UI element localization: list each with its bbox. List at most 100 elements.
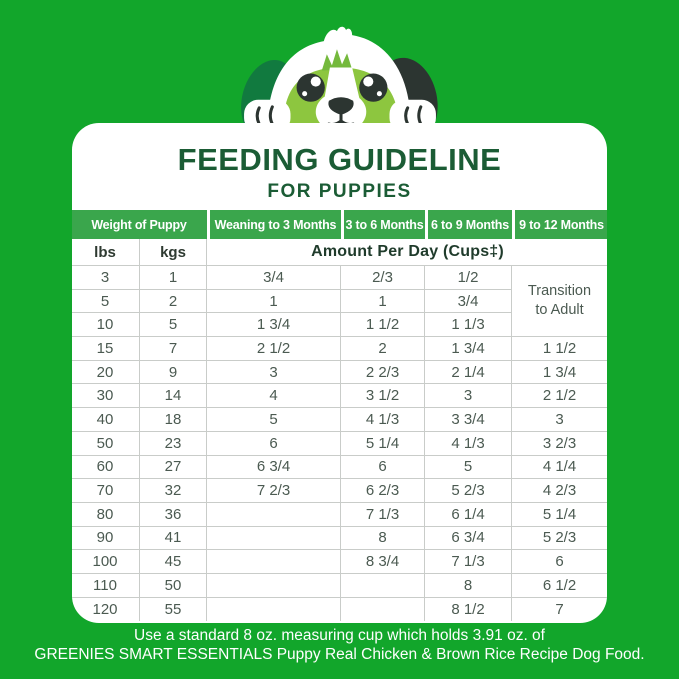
amount-weaning-3mo-cell: 2 1/2 (207, 337, 341, 361)
amount-6-9mo-cell: 8 1/2 (425, 597, 512, 622)
amount-6-9mo-cell: 4 1/3 (425, 431, 512, 456)
amount-6-9mo-cell: 3 3/4 (425, 408, 512, 432)
feeding-table-body: 3 1 3/4 2/3 1/2 Transition to Adult 5 2 1 1 3/4 10 5… (72, 266, 607, 622)
page-subtitle: FOR PUPPIES (267, 181, 412, 202)
amount-weaning-3mo-cell: 4 (207, 384, 341, 409)
amount-6-9mo-cell: 3 (425, 384, 512, 409)
amount-3-6mo-cell: 2/3 (341, 266, 425, 290)
lbs-cell: 110 (72, 573, 140, 598)
amount-weaning-3mo-cell: 1 3/4 (207, 313, 341, 338)
amount-9-12mo-cell: 3 2/3 (512, 432, 607, 456)
puppy-peeking-illustration (241, 26, 438, 124)
amount-6-9mo-cell: 5 (425, 455, 512, 480)
lbs-cell: 20 (72, 360, 140, 385)
table-row: 80 36 7 1/3 6 1/4 5 1/4 (72, 502, 607, 527)
kgs-cell: 23 (140, 431, 207, 456)
amount-3-6mo-cell: 8 3/4 (341, 550, 425, 574)
kgs-cell: 18 (140, 408, 207, 432)
amount-6-9mo-cell: 6 3/4 (425, 526, 512, 551)
table-row: 100 45 8 3/4 7 1/3 6 (72, 550, 607, 574)
kgs-cell: 7 (140, 337, 207, 361)
amount-3-6mo-cell: 5 1/4 (341, 431, 425, 456)
table-row: 50 23 6 5 1/4 4 1/3 3 2/3 (72, 431, 607, 456)
table-row: 20 9 3 2 2/3 2 1/4 1 3/4 (72, 360, 607, 385)
guideline-card: FEEDING GUIDELINE FOR PUPPIES Weight of … (72, 123, 607, 623)
amount-weaning-3mo-cell: 7 2/3 (207, 479, 341, 503)
table-row: 5 2 1 1 3/4 (72, 289, 607, 314)
footnote-line-1: Use a standard 8 oz. measuring cup which… (134, 627, 545, 644)
col-header-weight: Weight of Puppy (72, 210, 207, 239)
transition-to-adult-cell: Transition to Adult (512, 266, 607, 338)
col-header-6-9mo: 6 to 9 Months (425, 210, 512, 239)
table-row: 70 32 7 2/3 6 2/3 5 2/3 4 2/3 (72, 479, 607, 503)
table-row: 110 50 8 6 1/2 (72, 573, 607, 598)
col-header-3-6mo: 3 to 6 Months (341, 210, 425, 239)
amount-6-9mo-cell: 8 (425, 573, 512, 598)
kgs-cell: 50 (140, 573, 207, 598)
kgs-cell: 2 (140, 289, 207, 314)
amount-9-12mo-cell: 2 1/2 (512, 384, 607, 409)
col-header-lbs: lbs (72, 239, 140, 266)
kgs-cell: 36 (140, 502, 207, 527)
kgs-cell: 32 (140, 479, 207, 503)
amount-3-6mo-cell: 2 (341, 337, 425, 361)
amount-weaning-3mo-cell: 3/4 (207, 266, 341, 290)
amount-9-12mo-cell: 1 1/2 (512, 337, 607, 361)
col-header-amount-per-day: Amount Per Day (Cups‡) (207, 239, 607, 266)
amount-3-6mo-cell: 3 1/2 (341, 384, 425, 409)
amount-3-6mo-cell: 1 (341, 289, 425, 314)
puppy-nose (328, 97, 354, 115)
amount-9-12mo-cell: 3 (512, 408, 607, 432)
amount-weaning-3mo-cell: 6 (207, 431, 341, 456)
puppy-left-eye (296, 73, 325, 102)
col-header-9-12mo: 9 to 12 Months (512, 210, 607, 239)
page-title: FEEDING GUIDELINE (177, 142, 502, 177)
table-row: 60 27 6 3/4 6 5 4 1/4 (72, 455, 607, 480)
amount-6-9mo-cell: 1/2 (425, 266, 512, 290)
amount-6-9mo-cell: 1 3/4 (425, 337, 512, 361)
lbs-cell: 120 (72, 597, 140, 622)
kgs-cell: 45 (140, 550, 207, 574)
amount-weaning-3mo-cell: 1 (207, 289, 341, 314)
lbs-cell: 60 (72, 455, 140, 480)
kgs-cell: 9 (140, 360, 207, 385)
amount-9-12mo-cell: 5 1/4 (512, 503, 607, 527)
kgs-cell: 1 (140, 266, 207, 290)
measuring-cup-footnote: Use a standard 8 oz. measuring cup which… (0, 626, 679, 664)
lbs-cell: 50 (72, 431, 140, 456)
puppy-forelock (321, 49, 353, 71)
kgs-cell: 41 (140, 526, 207, 551)
lbs-cell: 90 (72, 526, 140, 551)
amount-3-6mo-cell: 1 1/2 (341, 313, 425, 338)
amount-6-9mo-cell: 2 1/4 (425, 360, 512, 385)
kgs-cell: 14 (140, 384, 207, 409)
lbs-cell: 5 (72, 289, 140, 314)
amount-weaning-3mo-cell (207, 526, 341, 551)
col-header-weaning-3mo: Weaning to 3 Months (207, 210, 341, 239)
table-row: 120 55 8 1/2 7 (72, 597, 607, 622)
lbs-cell: 30 (72, 384, 140, 409)
kgs-cell: 5 (140, 313, 207, 338)
amount-9-12mo-cell: 4 2/3 (512, 479, 607, 503)
table-subheader-row: lbs kgs Amount Per Day (Cups‡) (72, 239, 607, 266)
amount-weaning-3mo-cell (207, 597, 341, 622)
amount-6-9mo-cell: 7 1/3 (425, 550, 512, 574)
lbs-cell: 100 (72, 550, 140, 574)
amount-9-12mo-cell: 1 3/4 (512, 361, 607, 385)
lbs-cell: 70 (72, 479, 140, 503)
lbs-cell: 40 (72, 408, 140, 432)
footnote-line-2: GREENIES SMART ESSENTIALS Puppy Real Chi… (34, 646, 645, 663)
table-row: 90 41 8 6 3/4 5 2/3 (72, 526, 607, 551)
amount-weaning-3mo-cell (207, 550, 341, 574)
amount-weaning-3mo-cell: 6 3/4 (207, 455, 341, 480)
puppy-mouth (327, 113, 355, 124)
amount-weaning-3mo-cell: 3 (207, 360, 341, 385)
puppy-right-paw (389, 99, 436, 124)
amount-6-9mo-cell: 5 2/3 (425, 479, 512, 503)
table-row: 30 14 4 3 1/2 3 2 1/2 (72, 384, 607, 409)
amount-9-12mo-cell: 6 (512, 550, 607, 574)
table-row: 3 1 3/4 2/3 1/2 Transition to Adult (72, 266, 607, 338)
amount-3-6mo-cell: 8 (341, 526, 425, 551)
amount-3-6mo-cell: 6 2/3 (341, 479, 425, 503)
